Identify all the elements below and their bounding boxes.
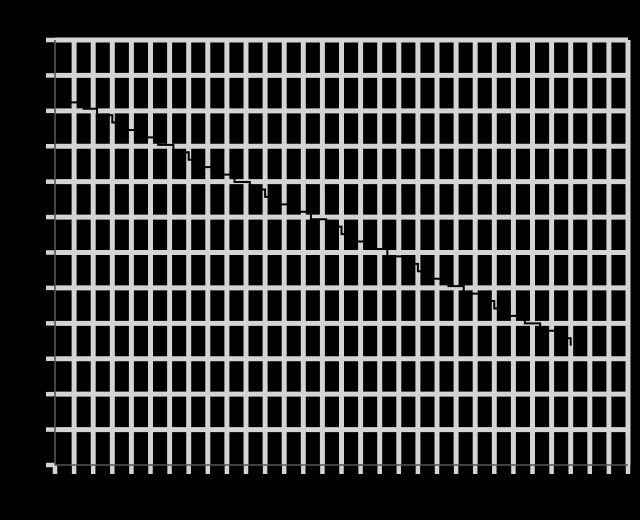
x-gridlines	[71, 40, 631, 465]
x-axis-ticks	[52, 465, 631, 474]
y-axis-ticks	[46, 37, 55, 468]
data-series-line	[70, 101, 572, 346]
